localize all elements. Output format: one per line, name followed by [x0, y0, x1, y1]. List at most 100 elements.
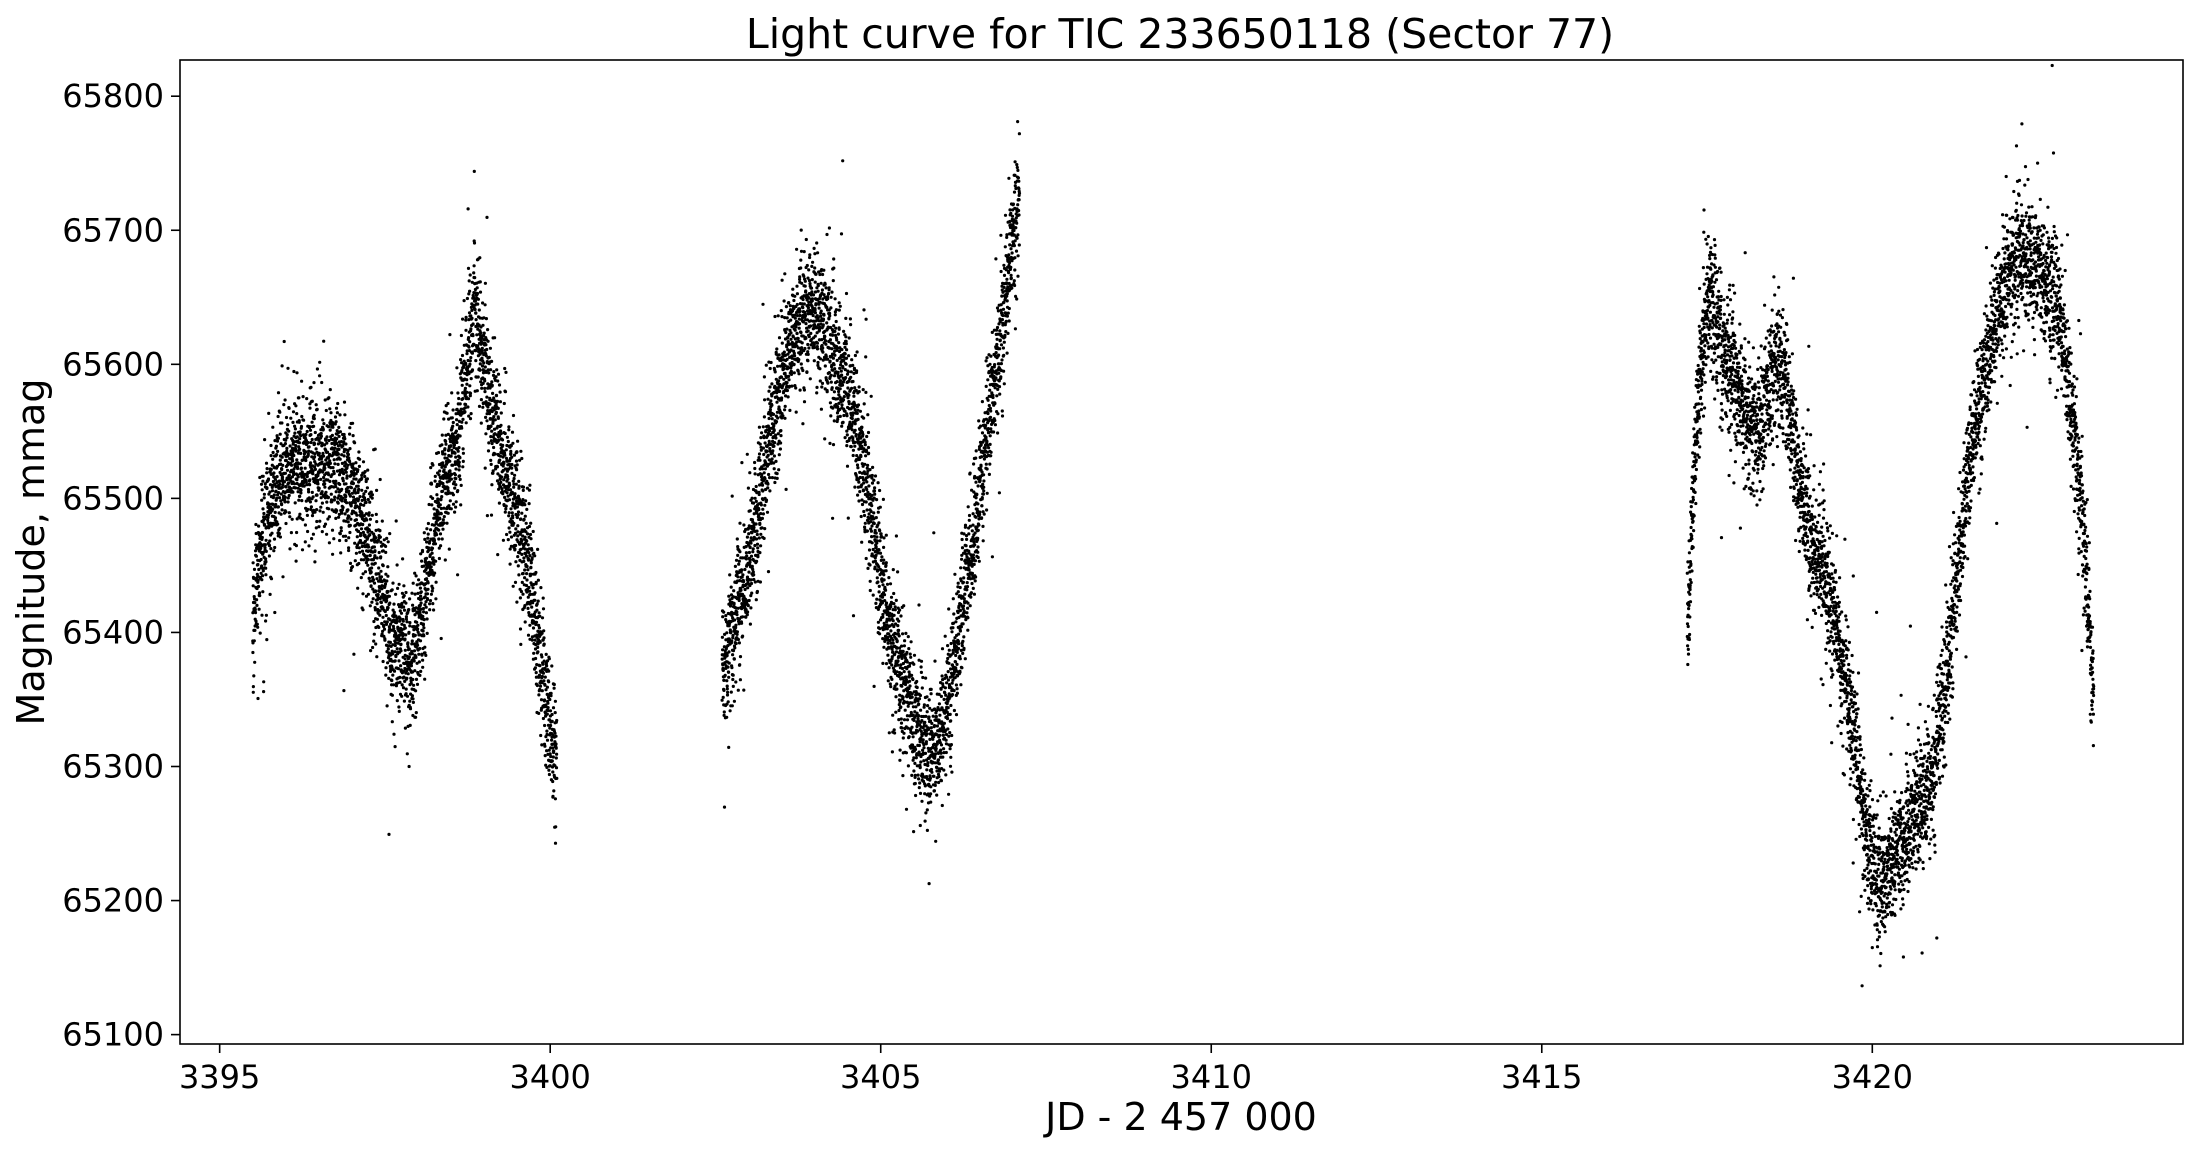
data-point: [722, 688, 726, 693]
data-point: [781, 414, 785, 418]
data-point: [529, 565, 533, 570]
data-point: [282, 403, 286, 407]
data-point: [539, 733, 543, 738]
data-point: [823, 437, 827, 441]
data-point: [771, 412, 776, 416]
data-point: [524, 499, 528, 503]
data-point: [747, 570, 751, 574]
data-point: [348, 459, 352, 464]
data-point: [331, 425, 335, 429]
data-point: [279, 492, 283, 496]
data-point: [461, 451, 465, 455]
data-point: [386, 540, 390, 544]
data-point: [375, 617, 379, 621]
data-point: [422, 634, 426, 638]
data-point: [257, 524, 261, 528]
data-point: [317, 486, 321, 490]
data-point: [271, 457, 275, 461]
data-point: [381, 549, 385, 553]
data-point: [400, 683, 404, 687]
data-point: [330, 528, 335, 532]
data-point: [391, 673, 395, 677]
data-point: [806, 350, 810, 354]
data-point: [537, 673, 542, 677]
data-point: [507, 498, 512, 502]
data-point: [831, 279, 835, 283]
data-point: [828, 441, 832, 445]
data-point: [468, 384, 472, 388]
data-point: [266, 513, 271, 517]
data-point: [757, 425, 762, 429]
data-point: [294, 404, 298, 408]
data-point: [381, 615, 385, 619]
data-point: [866, 566, 870, 571]
data-point: [541, 716, 546, 721]
data-point: [332, 537, 336, 541]
data-point: [529, 537, 533, 541]
data-point: [265, 467, 269, 471]
data-point: [527, 502, 531, 506]
data-point: [439, 512, 443, 516]
data-point: [822, 313, 826, 317]
data-point: [734, 680, 738, 684]
data-point: [407, 630, 411, 634]
data-point: [364, 500, 368, 504]
data-point: [299, 491, 303, 495]
data-point: [872, 511, 876, 515]
data-point: [488, 402, 492, 406]
data-point: [454, 500, 458, 504]
data-point: [345, 466, 349, 470]
data-point: [326, 517, 330, 521]
data-point: [258, 594, 262, 598]
data-point: [520, 552, 524, 557]
data-point: [422, 618, 426, 622]
data-point: [454, 483, 458, 487]
data-point: [504, 507, 508, 511]
data-point: [801, 297, 805, 302]
data-point: [872, 684, 876, 689]
data-point: [809, 331, 813, 335]
data-point: [411, 700, 415, 705]
data-point: [407, 647, 411, 651]
data-point: [795, 247, 799, 251]
data-point: [312, 413, 316, 417]
data-point: [453, 486, 457, 490]
data-point: [357, 506, 362, 510]
data-point: [838, 366, 842, 370]
data-point: [839, 369, 843, 373]
data-point: [856, 493, 860, 497]
data-point: [429, 482, 434, 486]
data-point: [775, 476, 779, 480]
data-point: [800, 346, 804, 350]
data-point: [386, 574, 390, 578]
data-point: [304, 432, 308, 437]
data-point: [467, 292, 471, 296]
data-point: [730, 704, 734, 708]
data-point: [528, 483, 532, 487]
data-point: [329, 466, 333, 470]
data-point: [312, 424, 316, 428]
data-point: [368, 604, 372, 608]
data-point: [829, 295, 833, 299]
data-point: [275, 453, 279, 457]
data-point: [392, 610, 396, 615]
data-point: [340, 511, 344, 515]
data-point: [420, 550, 425, 554]
data-point: [416, 623, 420, 627]
data-point: [486, 339, 490, 343]
data-point: [308, 428, 313, 432]
data-point: [300, 499, 304, 503]
data-point: [329, 411, 333, 415]
data-point: [798, 275, 802, 279]
data-point: [379, 569, 383, 573]
data-point: [381, 629, 385, 633]
data-point: [847, 354, 851, 358]
data-point: [870, 541, 874, 545]
data-point: [851, 453, 855, 458]
data-point: [784, 487, 788, 491]
data-point: [414, 715, 418, 719]
data-point: [517, 484, 521, 488]
data-point: [405, 676, 409, 680]
data-point: [809, 286, 814, 290]
data-point: [393, 643, 397, 648]
